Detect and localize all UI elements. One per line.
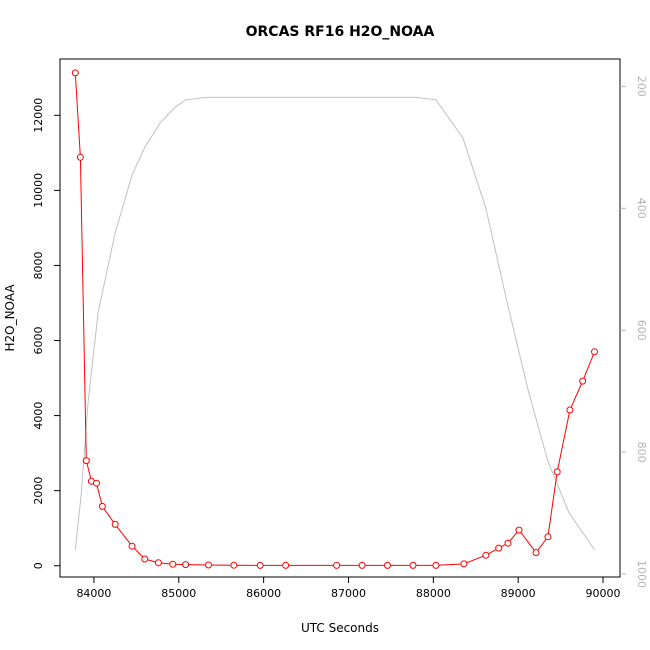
h2o-data-point — [384, 561, 391, 569]
y2-tick-label: 200 — [635, 76, 648, 97]
h2o-data-point — [504, 539, 512, 547]
h2o-data-point — [76, 153, 84, 161]
y-tick-label: 2000 — [32, 477, 45, 505]
x-axis: 84000 85000 86000 87000 88000 89000 90000 — [76, 577, 621, 600]
series-layer — [71, 69, 598, 569]
y2-tick-label: 600 — [635, 320, 648, 341]
x-tick-label: 88000 — [416, 587, 451, 600]
y-tick-label: 4000 — [32, 402, 45, 430]
y-tick-label: 12000 — [32, 98, 45, 133]
h2o-data-point — [141, 555, 149, 563]
h2o-data-point — [98, 502, 106, 510]
h2o-data-point — [182, 561, 190, 569]
h2o-data-point — [154, 559, 162, 567]
y2-tick-label: 400 — [635, 198, 648, 219]
x-tick-label: 87000 — [331, 587, 366, 600]
h2o-data-point — [515, 526, 523, 534]
y2-tick-label: 800 — [635, 442, 648, 463]
h2o-data-point — [591, 348, 598, 356]
h2o-data-point — [460, 560, 468, 568]
pressure-series-line — [74, 96, 595, 550]
y-axis: 0 2000 4000 6000 8000 10000 12000 — [32, 98, 60, 569]
h2o-data-point — [256, 561, 264, 569]
y-tick-label: 6000 — [32, 327, 45, 355]
h2o-data-point — [566, 406, 574, 414]
h2o-series-line — [74, 72, 595, 566]
h2o-data-point — [111, 520, 119, 528]
y-tick-label: 0 — [32, 562, 45, 569]
h2o-data-point — [230, 561, 238, 569]
y2-axis: 200 400 600 800 1000 — [620, 76, 648, 588]
y-tick-label: 10000 — [32, 173, 45, 208]
h2o-data-point — [579, 377, 587, 385]
h2o-data-point — [128, 542, 136, 550]
h2o-data-point — [358, 561, 366, 569]
h2o-data-point — [532, 549, 540, 557]
x-tick-label: 85000 — [161, 587, 196, 600]
h2o-data-point — [553, 468, 561, 476]
h2o-data-point — [333, 561, 341, 569]
h2o-data-point — [169, 560, 177, 568]
x-axis-label: UTC Seconds — [301, 621, 379, 635]
x-tick-label: 86000 — [246, 587, 281, 600]
y-axis-label: H2O_NOAA — [3, 284, 17, 352]
h2o-data-point — [544, 533, 552, 541]
y2-tick-label: 1000 — [635, 560, 648, 588]
plot-frame — [59, 58, 621, 578]
y-tick-label: 8000 — [32, 251, 45, 279]
h2o-data-point — [205, 561, 212, 569]
x-tick-label: 84000 — [76, 587, 111, 600]
h2o-data-point — [432, 561, 440, 569]
h2o-data-point — [93, 479, 100, 487]
chart-title: ORCAS RF16 H2O_NOAA — [246, 24, 435, 40]
h2o-data-point — [82, 457, 90, 465]
x-tick-label: 90000 — [586, 587, 621, 600]
h2o-data-point — [495, 544, 503, 552]
h2o-data-point — [409, 561, 417, 569]
h2o-data-point — [282, 561, 290, 569]
x-tick-label: 89000 — [501, 587, 536, 600]
h2o-data-point — [482, 551, 490, 559]
h2o-data-point — [71, 69, 79, 77]
